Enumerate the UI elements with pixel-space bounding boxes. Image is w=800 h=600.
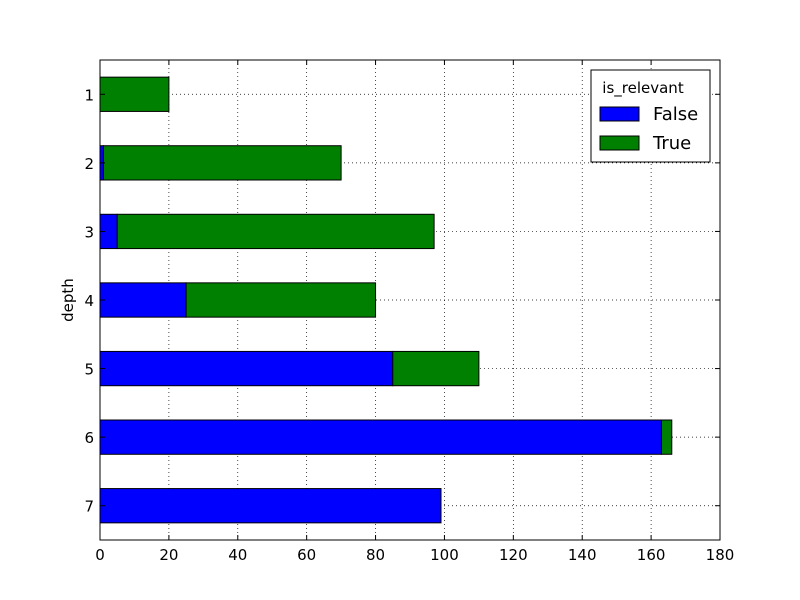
bar-true-depth-2 (102, 145, 342, 181)
y-tick-label: 3 (84, 223, 94, 241)
legend: is_relevant False True (590, 69, 711, 163)
bar-true-depth-1 (99, 76, 170, 112)
y-tick-label: 7 (84, 498, 94, 516)
legend-swatch-false (599, 106, 640, 122)
legend-label-false: False (653, 104, 698, 125)
ticks: 0 20 40 60 80 100 120 140 160 180 1 2 3 4 5 6 7 (84, 60, 734, 564)
y-axis-label: depth (59, 278, 77, 322)
x-tick-label: 60 (297, 546, 316, 564)
bar-false-depth-4 (99, 282, 187, 318)
legend-title: is_relevant (602, 79, 684, 98)
y-tick-label: 1 (84, 86, 94, 104)
bar-true-depth-5 (392, 350, 480, 387)
x-tick-label: 80 (366, 546, 385, 564)
y-tick-label: 4 (84, 292, 94, 310)
bars (99, 76, 673, 524)
x-tick-label: 40 (228, 546, 247, 564)
x-tick-label: 100 (430, 546, 459, 564)
legend-swatch-true (599, 135, 640, 151)
x-tick-label: 0 (95, 546, 105, 564)
x-tick-label: 140 (568, 546, 597, 564)
x-tick-label: 120 (499, 546, 528, 564)
x-tick-label: 180 (706, 546, 735, 564)
legend-label-true: True (652, 133, 691, 154)
bar-false-depth-5 (99, 350, 394, 387)
bar-false-depth-6 (99, 419, 662, 455)
bar-true-depth-3 (116, 213, 435, 250)
bar-true-depth-6 (660, 419, 673, 455)
bar-true-depth-4 (185, 282, 377, 318)
bar-false-depth-7 (99, 488, 442, 524)
y-tick-label: 5 (84, 361, 94, 379)
y-tick-label: 6 (84, 429, 94, 447)
x-tick-label: 20 (159, 546, 178, 564)
y-tick-label: 2 (84, 155, 94, 173)
x-tick-label: 160 (637, 546, 666, 564)
